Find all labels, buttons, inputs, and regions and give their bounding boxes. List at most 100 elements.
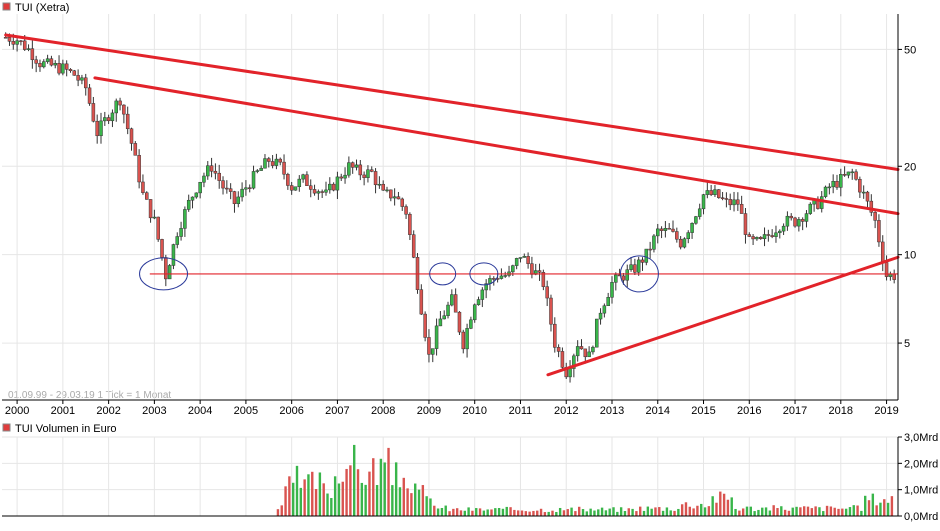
- volume-bar: [383, 462, 386, 516]
- candle-body: [95, 120, 99, 137]
- candle-body: [343, 174, 347, 179]
- volume-bar: [719, 491, 722, 516]
- volume-bar: [566, 509, 569, 516]
- candle-body: [579, 346, 584, 350]
- volume-bar: [368, 471, 371, 516]
- candle-body: [850, 171, 854, 174]
- volume-bar: [684, 502, 688, 516]
- volume-bar: [349, 465, 352, 516]
- candle-body: [583, 348, 588, 358]
- volume-bar: [879, 502, 882, 516]
- volume-bar: [741, 508, 745, 516]
- candle-body: [167, 265, 172, 280]
- volume-bar: [417, 489, 421, 516]
- volume-bar: [307, 474, 310, 516]
- candle-body: [11, 41, 16, 45]
- candle-body: [316, 191, 321, 194]
- volume-bar: [749, 506, 753, 516]
- volume-bar: [364, 484, 367, 516]
- candle-body: [644, 248, 649, 263]
- candle-body: [522, 256, 527, 258]
- candle-body: [293, 186, 298, 191]
- candle-body: [472, 304, 477, 321]
- candle-body: [514, 258, 519, 266]
- candle-body: [270, 161, 275, 166]
- volume-bar: [536, 510, 539, 516]
- volume-bar: [768, 510, 772, 516]
- candle-body: [263, 158, 267, 169]
- volume-bar: [795, 506, 798, 516]
- candle-body: [701, 194, 706, 210]
- volume-bar: [639, 506, 642, 516]
- volume-bar: [459, 510, 463, 516]
- volume-bar: [555, 511, 558, 516]
- volume-bar: [776, 508, 779, 516]
- candle-body: [892, 273, 896, 280]
- candle-body: [823, 186, 828, 197]
- volume-bar: [513, 509, 516, 516]
- volume-bar: [547, 511, 550, 516]
- volume-bar: [783, 509, 787, 516]
- volume-bar: [692, 508, 695, 516]
- volume-bar: [627, 508, 630, 516]
- candle-body: [575, 346, 580, 357]
- candle-body: [770, 235, 774, 237]
- volume-bar: [616, 511, 619, 516]
- volume-bar: [288, 476, 291, 516]
- volume-bar: [600, 507, 604, 516]
- candle-body: [87, 87, 92, 104]
- candle-body: [423, 313, 427, 338]
- volume-bar: [516, 510, 520, 516]
- candle-body: [240, 188, 244, 198]
- candle-body: [64, 63, 69, 70]
- candle-body: [442, 315, 446, 320]
- candle-body: [255, 170, 260, 172]
- axes: 2000 2001 2002 2003 2004 2005 2006 2007 2008 2009…: [2, 14, 938, 523]
- candle-body: [103, 117, 107, 122]
- candle-body: [331, 183, 336, 191]
- volume-bar: [543, 512, 547, 516]
- candle-body: [125, 113, 130, 130]
- candle-body: [267, 158, 271, 162]
- candle-body: [636, 259, 641, 273]
- volume-bar: [291, 482, 295, 516]
- candle-body: [827, 186, 832, 189]
- volume-bar: [391, 485, 394, 516]
- candle-body: [880, 241, 885, 263]
- candle-body: [766, 234, 771, 236]
- volume-bar: [433, 505, 436, 516]
- candle-body: [732, 199, 736, 206]
- volume-bar: [612, 507, 615, 516]
- candle-body: [217, 172, 221, 181]
- candle-body: [434, 325, 439, 349]
- y-tick-label: 10: [904, 250, 916, 262]
- volume-bar: [867, 500, 871, 516]
- candle-body: [297, 178, 302, 187]
- volume-bar: [295, 465, 299, 516]
- touch-circle: [429, 262, 457, 286]
- candle-body: [663, 228, 668, 231]
- candle-body: [110, 112, 115, 122]
- touch-circle: [139, 257, 189, 291]
- candle-body: [358, 164, 363, 176]
- candle-body: [156, 216, 160, 240]
- volume-bar: [844, 508, 848, 516]
- volume-bar: [455, 508, 459, 516]
- volume-bar: [604, 510, 608, 516]
- volume-bar: [570, 507, 573, 516]
- volume-legend-swatch: [2, 423, 11, 432]
- candle-body: [690, 223, 694, 233]
- x-tick-label: 2002: [96, 405, 120, 417]
- candle-body: [617, 274, 622, 277]
- candle-body: [549, 297, 553, 325]
- candle-body: [114, 100, 118, 114]
- volume-bar: [471, 510, 474, 516]
- candle-body: [884, 262, 889, 277]
- volume-bar: [707, 506, 711, 516]
- candle-body: [450, 294, 454, 306]
- volume-y-tick-label: 1,0Mrd: [904, 485, 938, 497]
- candle-body: [122, 104, 126, 115]
- volume-bar: [871, 493, 875, 516]
- candle-body: [774, 232, 778, 237]
- volume-bar: [284, 486, 287, 516]
